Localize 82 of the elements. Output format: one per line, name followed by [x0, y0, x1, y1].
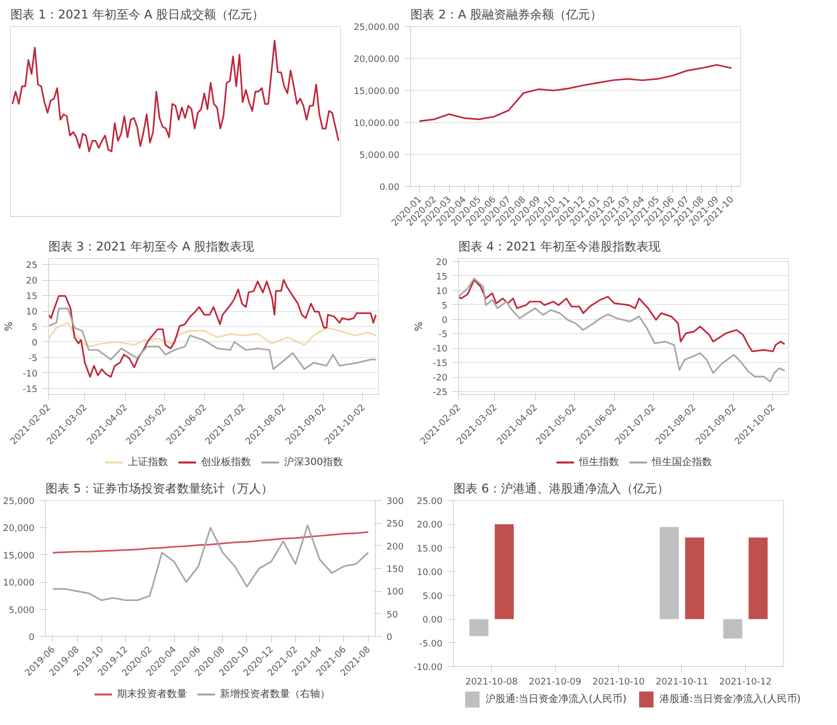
y2-tick-label: 150 [386, 565, 404, 575]
chart-title: 图表 6：沪港通、港股通净流入（亿元） [454, 482, 669, 496]
y-tick-label: 10 [436, 286, 448, 297]
legend-label: 恒生国企指数 [652, 456, 712, 469]
legend-label: 港股通:当日资金净流入(人民币) [660, 692, 801, 706]
bar [723, 619, 742, 639]
legend-label: 沪股通:当日资金净流入(人民币) [485, 692, 626, 706]
y-tick-label: -10 [22, 369, 38, 380]
legend-label: 新增投资者数量（右轴） [220, 688, 330, 701]
x-tick-label: 2021-10-08 [465, 678, 518, 688]
y-tick-label: 20 [436, 258, 448, 268]
y-tick-label: 0.00 [422, 616, 443, 626]
y-tick-label: 20.00 [416, 520, 443, 531]
y2-tick-label: 50 [386, 610, 398, 620]
y-tick-label: 5,000 [8, 606, 35, 616]
y-tick-label: -25 [432, 388, 448, 398]
y-tick-label: -5.00 [419, 639, 443, 650]
legend-label: 期末投资者数量 [117, 688, 187, 701]
y-tick-label: 15.00 [416, 544, 443, 554]
bar [660, 527, 679, 620]
bar [494, 524, 514, 620]
y-tick-label: -20 [432, 374, 448, 384]
y-tick-label: 5.00 [422, 592, 443, 602]
y-tick-label: -5 [28, 354, 38, 364]
y2-tick-label: 300 [386, 497, 404, 507]
y-tick-label: -15 [22, 384, 38, 395]
y-tick-label: 15 [26, 292, 38, 302]
y-tick-label: 5,000.00 [359, 151, 400, 161]
y-tick-label: 10,000.00 [354, 119, 400, 129]
y2-tick-label: 200 [386, 542, 404, 552]
y-tick-label: 5 [442, 301, 448, 312]
line-series [52, 531, 370, 554]
line-series [48, 308, 377, 370]
y-tick-label: -10 [432, 344, 448, 355]
y-tick-label: 25,000 [3, 497, 35, 507]
chart-title: 图表 2：A 股融资融券余额（亿元） [410, 8, 602, 22]
y-tick-label: 5 [32, 323, 38, 333]
line-series [48, 322, 377, 348]
y-tick-label: 20,000 [3, 524, 35, 534]
bar [469, 619, 488, 636]
legend-label: 创业板指数 [200, 456, 251, 469]
y2-tick-label: 100 [386, 588, 404, 598]
y-tick-label: 15,000 [3, 551, 35, 562]
y-tick-label: 10,000 [3, 578, 35, 589]
y-tick-label: 20 [26, 276, 38, 287]
y-tick-label: 25 [26, 261, 38, 272]
y-axis-title: % [414, 322, 425, 332]
y-axis-title: % [4, 322, 15, 332]
y-tick-label: 10.00 [416, 568, 443, 578]
x-tick-label: 2021-10-09 [528, 678, 582, 688]
y-tick-label: 0 [442, 316, 448, 326]
y-tick-label: 0.00 [379, 183, 400, 193]
line-series [418, 64, 732, 122]
bar [748, 537, 768, 620]
x-tick-label: 2021-10-12 [719, 678, 772, 688]
line-series [458, 278, 786, 383]
y-tick-label: 0 [28, 633, 35, 643]
legend-label: 沪深300指数 [284, 456, 344, 469]
y-tick-label: 20,000.00 [354, 55, 400, 65]
y2-tick-label: 250 [386, 520, 404, 530]
chart-title: 图表 3：2021 年初至今 A 股指数表现 [48, 240, 254, 254]
y2-tick-label: 0 [386, 633, 392, 643]
line-series [48, 279, 377, 378]
y-tick-label: -5 [438, 330, 448, 340]
y-tick-label: -15 [432, 359, 448, 370]
y-tick-label: 0 [32, 338, 38, 348]
chart-title: 图表 4：2021 年初至今港股指数表现 [458, 240, 660, 254]
y-tick-label: 15,000.00 [354, 87, 400, 97]
x-tick-label: 2021-10-11 [656, 678, 708, 688]
y-tick-label: -10.00 [413, 663, 443, 673]
y-tick-label: 10 [26, 308, 38, 318]
x-tick-label: 2021-10-10 [592, 678, 645, 688]
line-series [52, 524, 370, 602]
legend-label: 恒生指数 [579, 456, 619, 469]
y-tick-label: 15 [436, 272, 448, 282]
legend-label: 上证指数 [128, 456, 168, 469]
line-series [458, 279, 786, 352]
y-tick-label: 25.00 [416, 497, 443, 507]
chart-title: 图表 1：2021 年初至今 A 股日成交额（亿元） [10, 8, 264, 22]
chart-title: 图表 5：证券市场投资者数量统计（万人） [46, 482, 273, 496]
y-tick-label: 25,000.00 [354, 23, 400, 33]
bar [685, 537, 704, 620]
